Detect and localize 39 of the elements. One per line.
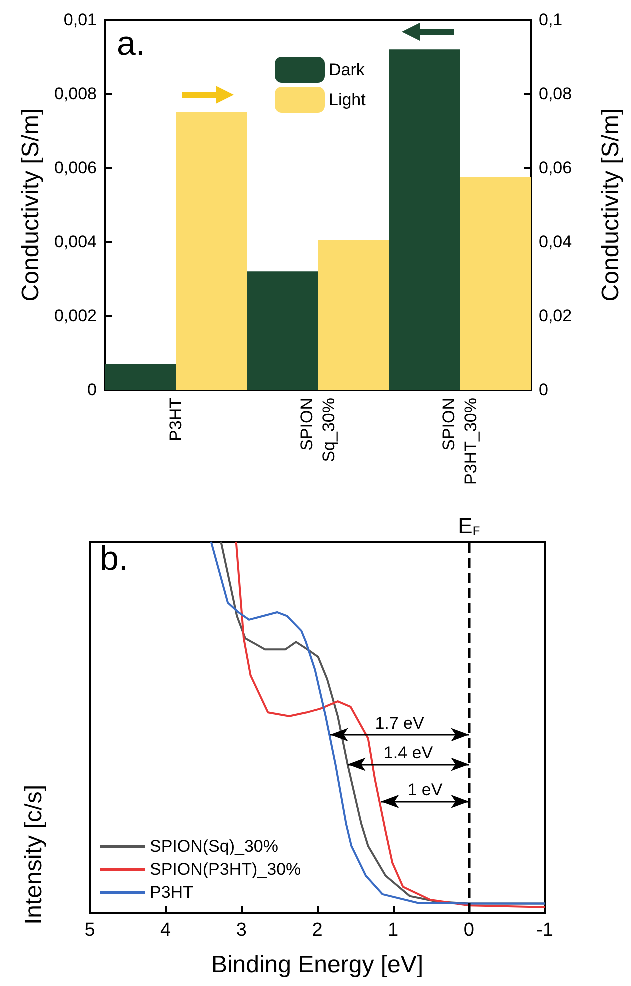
y2-tick-label: 0,08 bbox=[539, 84, 572, 104]
x-tick-label: SPION Sq_30% bbox=[298, 398, 338, 462]
x-tick-label: 2 bbox=[312, 920, 323, 941]
y2-tick-label: 0 bbox=[539, 380, 548, 400]
legend-label: P3HT bbox=[150, 883, 194, 902]
y-axis-title: Intensity [c/s] bbox=[20, 784, 48, 926]
bar bbox=[105, 364, 176, 390]
annotation: 1 eV bbox=[408, 780, 444, 800]
y-tick-label: 0,004 bbox=[54, 232, 97, 252]
x-tick-label: 1 bbox=[388, 920, 399, 941]
y2-tick-label: 0,04 bbox=[539, 232, 572, 252]
annotation: 1.4 eV bbox=[384, 744, 434, 763]
x-tick-label: 4 bbox=[160, 920, 172, 941]
x-tick-label: SPION P3HT_30% bbox=[440, 398, 480, 485]
x-tick-label: 3 bbox=[236, 920, 247, 941]
x-tick-label: 5 bbox=[84, 920, 96, 941]
bar bbox=[176, 112, 247, 390]
y-tick-label: 0,008 bbox=[54, 84, 97, 104]
chart-title: b. bbox=[100, 540, 128, 578]
y2-tick-label: 0,1 bbox=[539, 10, 563, 30]
y-tick-label: 0 bbox=[88, 380, 97, 400]
y-tick-label: 0,006 bbox=[54, 158, 97, 178]
y2-tick-label: 0,02 bbox=[539, 306, 572, 326]
y-axis-title: Conductivity [S/m] bbox=[18, 108, 44, 302]
y-tick-label: 0,01 bbox=[64, 10, 97, 30]
ref-line-label: EF bbox=[458, 514, 480, 538]
y2-tick-label: 0,06 bbox=[539, 158, 572, 178]
x-tick-label: P3HT bbox=[166, 398, 186, 442]
y2-axis-title: Conductivity [S/m] bbox=[598, 108, 624, 302]
legend-label: SPION(Sq)_30% bbox=[150, 837, 278, 856]
y-tick-label: 0,002 bbox=[54, 306, 97, 326]
legend-label: Dark bbox=[329, 60, 366, 80]
legend-label: Light bbox=[329, 90, 366, 110]
x-tick-label: 0 bbox=[464, 920, 474, 941]
legend-label: SPION(P3HT)_30% bbox=[150, 860, 302, 879]
x-axis-title: Binding Energy [eV] bbox=[211, 952, 424, 978]
chart-title: a. bbox=[117, 25, 146, 63]
annotation: 1.7 eV bbox=[375, 714, 426, 733]
x-tick-label: -1 bbox=[536, 920, 554, 941]
